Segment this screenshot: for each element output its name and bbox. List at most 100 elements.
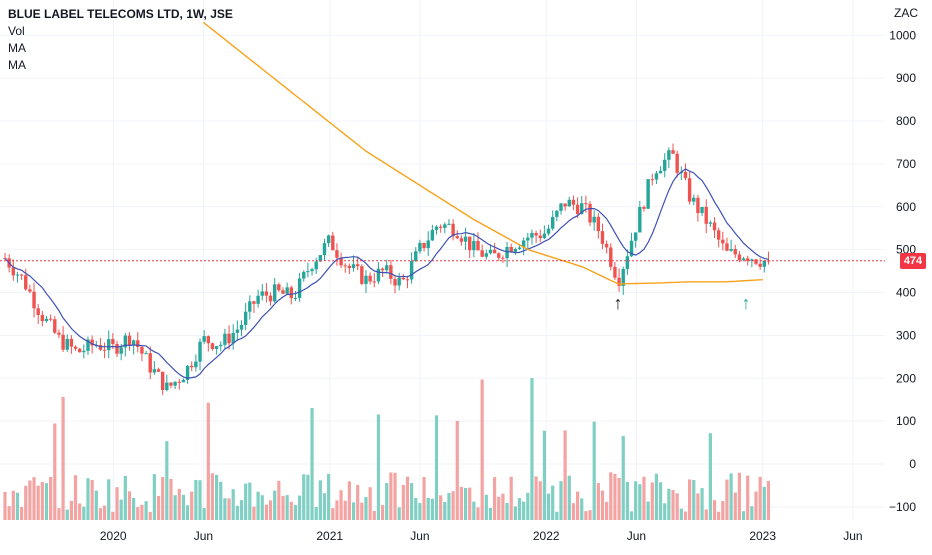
volume-bar — [480, 379, 484, 520]
candle-body — [131, 340, 136, 346]
candle-body — [90, 339, 94, 346]
candle-body — [484, 253, 489, 257]
candle-body — [534, 232, 538, 236]
legend-ma-1[interactable]: MA — [8, 41, 26, 55]
volume-bar — [123, 475, 127, 520]
volume-bar — [94, 490, 98, 520]
volume-bar — [488, 507, 493, 520]
time-tick-label: 2022 — [533, 529, 560, 543]
candle-body — [741, 258, 746, 260]
candle-body — [57, 332, 61, 335]
candle-body — [347, 265, 352, 269]
volume-bar — [410, 483, 414, 520]
candle-body — [107, 339, 111, 351]
candle-body — [69, 338, 74, 347]
candle-body — [559, 203, 563, 211]
volume-bar — [351, 502, 356, 520]
volume-bar — [401, 485, 405, 520]
volume-bar — [546, 493, 551, 520]
volume-bar — [430, 498, 434, 520]
volume-bar — [49, 477, 53, 520]
volume-bar — [69, 500, 73, 520]
price-tick-label: 700 — [896, 157, 916, 171]
candle-body — [596, 216, 601, 232]
volume-bar — [194, 479, 198, 520]
chart-legend: BLUE LABEL TELECOMS LTD, 1W, JSE Vol MA … — [8, 6, 233, 74]
candle-body — [372, 281, 376, 283]
volume-bar — [609, 472, 613, 520]
candle-body — [32, 291, 36, 309]
low-arrow-teal-icon: ↑ — [742, 293, 751, 313]
volume-bar — [3, 491, 7, 520]
volume-bar — [219, 481, 223, 520]
candle-body — [48, 318, 53, 320]
volume-bar — [617, 478, 621, 520]
candle-body — [256, 295, 260, 304]
candle-body — [609, 247, 613, 267]
volume-bar — [447, 492, 451, 520]
volume-bar — [629, 511, 634, 520]
candle-body — [73, 346, 78, 349]
candle-body — [368, 275, 372, 282]
time-tick-label: 2021 — [316, 529, 343, 543]
volume-bar — [161, 477, 165, 520]
volume-bar — [613, 473, 617, 520]
volume-bar — [509, 476, 513, 520]
candle-body — [633, 232, 638, 241]
volume-bar — [405, 476, 410, 520]
candle-body — [144, 353, 148, 355]
candle-body — [136, 340, 140, 347]
volume-bar — [177, 488, 181, 520]
candle-body — [219, 344, 223, 347]
volume-bar — [658, 482, 663, 520]
volume-bar — [418, 503, 422, 520]
volume-bar — [513, 506, 517, 520]
volume-bar — [559, 481, 563, 520]
candle-body — [555, 210, 559, 217]
volume-bar — [542, 430, 546, 520]
volume-bar — [368, 487, 372, 520]
candle-body — [617, 277, 621, 286]
candle-body — [206, 336, 211, 344]
volume-bar — [422, 477, 426, 520]
candle-body — [44, 318, 49, 322]
candle-body — [243, 311, 248, 325]
candle-body — [173, 381, 177, 386]
legend-vol[interactable]: Vol — [8, 24, 25, 38]
volume-bar — [190, 491, 194, 520]
volume-bar — [215, 474, 219, 520]
candle-body — [339, 257, 343, 266]
volume-bar — [364, 497, 368, 520]
ma-long-line — [202, 21, 763, 285]
volume-bar — [588, 510, 592, 520]
volume-bar — [36, 485, 40, 520]
volume-bar — [11, 490, 15, 520]
price-tick-label: 1000 — [889, 28, 916, 42]
volume-bar — [522, 501, 526, 520]
volume-bar — [758, 476, 762, 520]
candle-body — [364, 275, 368, 284]
candle-body — [322, 243, 327, 256]
volume-bar — [78, 503, 82, 520]
candle-body — [567, 199, 571, 207]
volume-bar — [501, 493, 505, 520]
volume-bar — [115, 487, 119, 520]
candle-body — [181, 379, 186, 383]
candle-body — [36, 308, 40, 315]
legend-ma-2[interactable]: MA — [8, 58, 26, 72]
volume-bar — [634, 481, 638, 520]
time-tick-label: 2023 — [749, 529, 776, 543]
candle-body — [708, 222, 713, 224]
volume-bar — [671, 490, 675, 520]
volume-bar — [140, 504, 144, 520]
volume-bar — [712, 500, 717, 520]
volume-bar — [621, 435, 625, 520]
volume-bar — [683, 511, 688, 520]
candle-body — [613, 266, 617, 278]
candle-body — [285, 287, 289, 294]
volume-bar — [650, 482, 654, 520]
volume-bar — [127, 491, 132, 520]
candle-body — [509, 246, 513, 252]
